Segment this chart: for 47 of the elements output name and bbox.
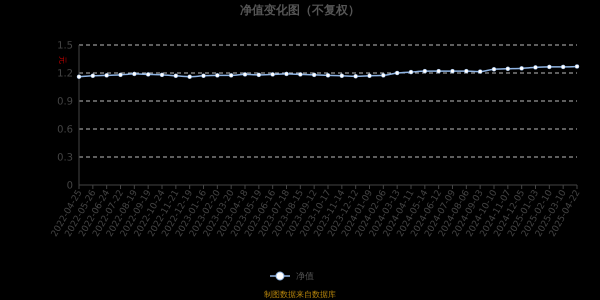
point xyxy=(215,73,220,78)
y-tick-label: 1.5 xyxy=(57,40,73,52)
point xyxy=(547,64,552,70)
point xyxy=(228,73,234,78)
point xyxy=(312,72,316,78)
point xyxy=(160,72,164,78)
point xyxy=(367,74,372,78)
point xyxy=(381,73,386,78)
point xyxy=(340,74,344,78)
point xyxy=(436,68,441,74)
point xyxy=(353,74,358,79)
point xyxy=(464,68,469,74)
chart-title: 净值变化图（不复权） xyxy=(240,3,360,17)
point xyxy=(478,69,482,74)
point xyxy=(492,67,496,72)
point xyxy=(519,66,524,71)
point xyxy=(256,72,262,78)
point xyxy=(270,72,275,77)
point xyxy=(533,65,538,70)
point xyxy=(506,66,510,72)
point xyxy=(76,74,82,79)
y-tick-label: 0.9 xyxy=(57,96,73,108)
y-tick-label: 0.6 xyxy=(57,124,73,136)
point xyxy=(422,68,428,74)
point xyxy=(242,72,248,77)
point xyxy=(326,73,330,78)
y-axis-title: 元 xyxy=(58,56,67,64)
point xyxy=(408,70,414,74)
point xyxy=(174,74,178,78)
y-tick-label: 0 xyxy=(66,180,73,192)
point xyxy=(284,72,289,76)
point xyxy=(90,74,96,78)
point xyxy=(132,72,137,76)
point xyxy=(574,64,580,69)
point xyxy=(394,70,400,76)
point xyxy=(450,68,455,74)
legend-label: 净值 xyxy=(296,271,314,282)
point xyxy=(298,72,303,77)
text: 制图数据来自数据库 xyxy=(264,290,336,299)
point xyxy=(187,74,192,79)
point xyxy=(560,64,566,70)
point xyxy=(104,73,109,78)
point xyxy=(118,72,123,78)
y-tick-label: 1.2 xyxy=(57,68,73,80)
point xyxy=(201,74,206,78)
point xyxy=(146,72,150,77)
y-tick-label: 0.3 xyxy=(57,152,73,164)
